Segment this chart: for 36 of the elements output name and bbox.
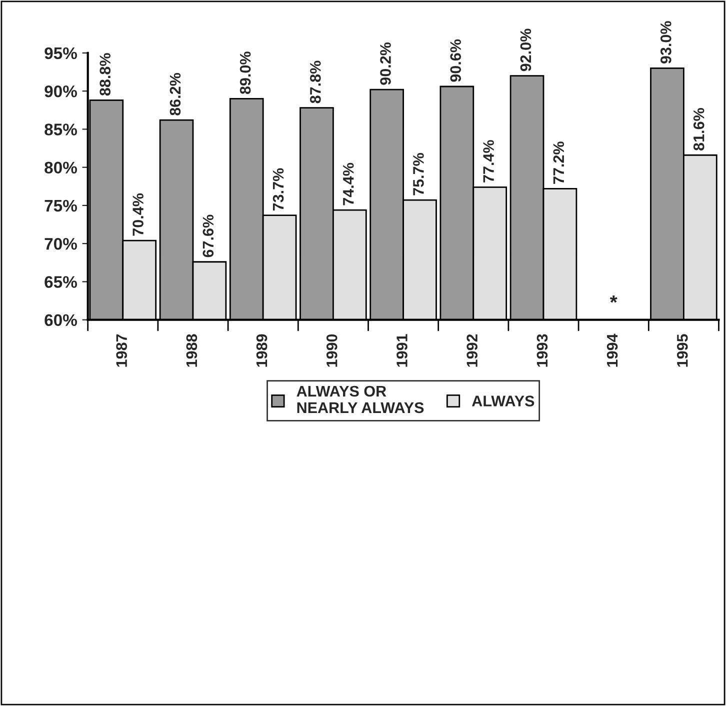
legend-label: ALWAYS OR NEARLY ALWAYS (296, 386, 424, 414)
data-label: 90.6% (450, 39, 462, 82)
data-label: 77.2% (553, 142, 564, 184)
y-tick-label: 85% (44, 124, 77, 136)
y-tick-label: 70% (44, 238, 77, 250)
x-tick-label: 1989 (256, 334, 268, 367)
data-label: 93.0% (660, 21, 672, 64)
y-tick-label: 90% (44, 85, 77, 98)
data-label: 90.2% (380, 42, 391, 85)
x-tick-label: 1988 (186, 334, 198, 367)
y-tick-label: 80% (44, 162, 77, 174)
data-label: 70.4% (132, 193, 144, 236)
y-tick-label: 95% (44, 47, 77, 60)
x-tick-label: 1992 (466, 334, 478, 367)
data-label: 74.4% (342, 162, 354, 206)
data-label: 86.2% (170, 72, 181, 116)
data-label: 87.8% (310, 60, 321, 104)
y-tick-label: 65% (44, 276, 77, 288)
data-label: 73.7% (272, 168, 284, 211)
data-label: 77.4% (483, 140, 494, 182)
legend-label: ALWAYS (472, 396, 534, 406)
annotation: * (610, 295, 618, 303)
data-label: 81.6% (693, 108, 704, 150)
x-tick-label: 1991 (396, 334, 408, 367)
data-label: 75.7% (413, 153, 424, 196)
y-tick-label: 75% (44, 200, 77, 212)
data-label: 67.6% (202, 214, 214, 258)
x-tick-label: 1987 (116, 334, 127, 367)
data-label: 88.8% (100, 53, 111, 96)
y-tick-label: 60% (44, 314, 77, 326)
data-label: 92.0% (520, 28, 532, 72)
x-tick-label: 1994 (606, 334, 618, 367)
data-label: 89.0% (240, 52, 251, 94)
x-tick-label: 1993 (536, 334, 548, 367)
x-tick-label: 1995 (676, 334, 688, 367)
x-tick-label: 1990 (326, 334, 338, 367)
